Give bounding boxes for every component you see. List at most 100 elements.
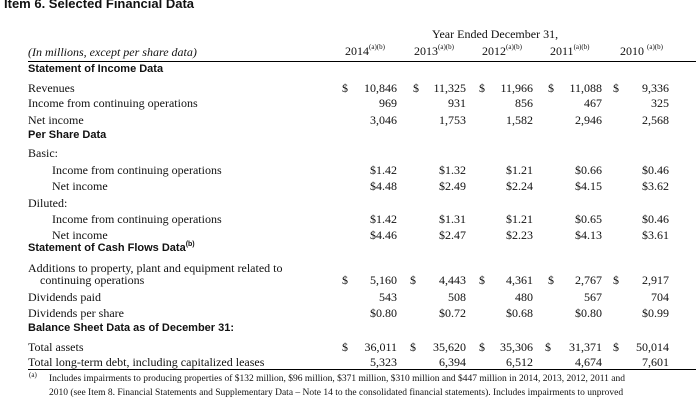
row-inc-cont-2014: 969 (379, 96, 397, 110)
row-dil-cont-2012: $1.21 (506, 212, 533, 226)
units-caption: (In millions, except per share data) (28, 45, 197, 59)
row-ltd-label: Total long-term debt, including capitali… (28, 355, 265, 369)
row-ltd-2013: 6,394 (439, 355, 466, 369)
row-basic-cont-2013: $1.32 (439, 163, 466, 177)
row-inc-cont-2013: 931 (448, 96, 466, 110)
row-revenues-dollar-2013: $ (413, 81, 419, 95)
row-dil-net-2012: $2.23 (506, 228, 533, 242)
row-basic-net-2010: $3.62 (642, 179, 669, 193)
row-total-assets-dollar-2011: $ (545, 340, 551, 354)
row-inc-cont-2011: 467 (584, 96, 602, 110)
row-ltd-2012: 6,512 (506, 355, 533, 369)
row-dil-net-label: Net income (52, 228, 108, 242)
row-basic-cont-2012: $1.21 (506, 163, 533, 177)
row-revenues-2013: 11,325 (433, 81, 466, 95)
row-inc-cont-2010: 325 (651, 96, 669, 110)
row-div-share-2010: $0.99 (642, 306, 669, 320)
row-total-assets-dollar-2014: $ (342, 340, 348, 354)
row-revenues-2012: 11,966 (500, 81, 533, 95)
row-dil-cont-2014: $1.42 (370, 212, 397, 226)
item-title: Item 6. Selected Financial Data (4, 0, 195, 11)
row-revenues-2014: 10,846 (364, 81, 397, 95)
row-additions-2012: 4,361 (506, 273, 533, 287)
row-div-paid-2010: 704 (651, 290, 669, 304)
section-balance-sheet: Balance Sheet Data as of December 31: (28, 322, 235, 334)
table-bottom-rule (28, 369, 696, 370)
year-2013-header: 2013(a)(b) (414, 43, 454, 58)
year-2010-header: 2010 (a)(b) (620, 43, 663, 58)
row-revenues-dollar-2011: $ (548, 81, 554, 95)
row-net-income-2012: 1,582 (506, 113, 533, 127)
year-2014-header: 2014(a)(b) (345, 43, 385, 58)
section-cash-flows: Statement of Cash Flows Data(b) (28, 241, 195, 254)
row-revenues-label: Revenues (28, 81, 75, 95)
row-additions-dollar-2014: $ (342, 273, 348, 287)
footnote-marker: (a) (29, 371, 37, 379)
year-2012-header: 2012(a)(b) (482, 43, 522, 58)
year-2011-header: 2011(a)(b) (550, 43, 590, 58)
row-ltd-2014: 5,323 (370, 355, 397, 369)
row-inc-cont-2012: 856 (515, 96, 533, 110)
row-basic-net-2013: $2.49 (439, 179, 466, 193)
row-additions-2010: 2,917 (642, 273, 669, 287)
row-div-paid-label: Dividends paid (28, 290, 101, 304)
row-additions-dollar-2013: $ (410, 273, 416, 287)
row-basic-cont-2011: $0.66 (575, 163, 602, 177)
row-basic-net-2011: $4.15 (575, 179, 602, 193)
row-total-assets-label: Total assets (28, 340, 84, 354)
row-dil-net-2013: $2.47 (439, 228, 466, 242)
row-div-paid-2012: 480 (515, 290, 533, 304)
row-div-share-2012: $0.68 (506, 306, 533, 320)
row-total-assets-dollar-2012: $ (479, 340, 485, 354)
row-revenues-dollar-2014: $ (342, 81, 348, 95)
row-net-income-2014: 3,046 (370, 113, 397, 127)
section-per-share: Per Share Data (28, 129, 107, 141)
row-total-assets-2013: 35,620 (433, 340, 466, 354)
row-revenues-2011: 11,088 (569, 81, 602, 95)
row-ltd-2011: 4,674 (575, 355, 602, 369)
row-basic-net-2014: $4.48 (370, 179, 397, 193)
basic-label: Basic: (28, 146, 58, 160)
row-total-assets-2010: 50,014 (636, 340, 669, 354)
row-total-assets-2012: 35,306 (500, 340, 533, 354)
row-additions-label-2: continuing operations (40, 273, 145, 287)
row-div-paid-2013: 508 (448, 290, 466, 304)
row-additions-2013: 4,443 (439, 273, 466, 287)
row-div-share-2013: $0.72 (439, 306, 466, 320)
row-basic-net-2012: $2.24 (506, 179, 533, 193)
row-div-paid-2014: 543 (379, 290, 397, 304)
row-revenues-dollar-2010: $ (613, 81, 619, 95)
row-additions-dollar-2010: $ (613, 273, 619, 287)
row-net-income-2011: 2,946 (575, 113, 602, 127)
row-div-share-label: Dividends per share (28, 306, 124, 320)
row-basic-cont-2010: $0.46 (642, 163, 669, 177)
row-div-share-2014: $0.80 (370, 306, 397, 320)
row-revenues-dollar-2012: $ (479, 81, 485, 95)
row-dil-net-2011: $4.13 (575, 228, 602, 242)
row-basic-cont-label: Income from continuing operations (52, 163, 222, 177)
row-ltd-2010: 7,601 (642, 355, 669, 369)
row-additions-dollar-2012: $ (479, 273, 485, 287)
row-total-assets-2011: 31,371 (569, 340, 602, 354)
footnote-line-2: 2010 (see Item 8. Financial Statements a… (49, 388, 624, 398)
diluted-label: Diluted: (28, 196, 68, 210)
row-total-assets-dollar-2010: $ (613, 340, 619, 354)
row-dil-net-2010: $3.61 (642, 228, 669, 242)
row-total-assets-dollar-2013: $ (410, 340, 416, 354)
row-net-income-label: Net income (28, 113, 84, 127)
row-additions-label-1: Additions to property, plant and equipme… (28, 261, 283, 275)
row-additions-2014: 5,160 (370, 273, 397, 287)
row-dil-cont-2013: $1.31 (439, 212, 466, 226)
row-net-income-2013: 1,753 (439, 113, 466, 127)
row-dil-cont-2011: $0.65 (575, 212, 602, 226)
row-total-assets-2014: 36,011 (364, 340, 397, 354)
row-net-income-2010: 2,568 (642, 113, 669, 127)
row-div-paid-2011: 567 (584, 290, 602, 304)
row-revenues-2010: 9,336 (642, 81, 669, 95)
row-basic-cont-2014: $1.42 (370, 163, 397, 177)
row-inc-cont-label: Income from continuing operations (28, 96, 198, 110)
row-dil-cont-2010: $0.46 (642, 212, 669, 226)
row-additions-2011: 2,767 (575, 273, 602, 287)
footnote-line-1: Includes impairments to producing proper… (49, 374, 625, 384)
row-basic-net-label: Net income (52, 179, 108, 193)
